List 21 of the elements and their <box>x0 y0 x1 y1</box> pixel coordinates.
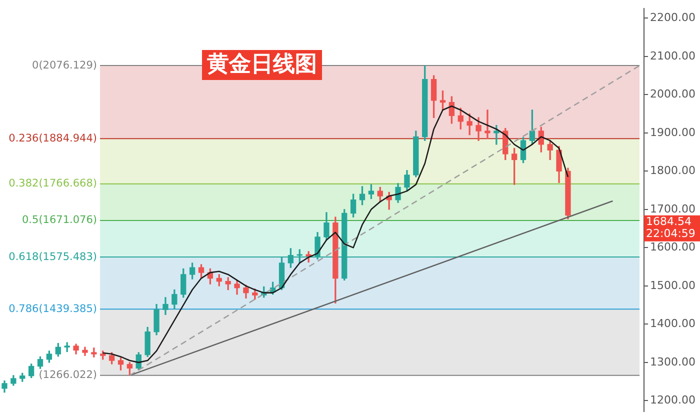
y-tick-label: 1500.00 <box>650 278 696 292</box>
text: 黄金日线图 <box>202 50 322 80</box>
y-tick-label: 1700.00 <box>650 202 696 216</box>
ref-line-label: 0.236(1884.944) <box>8 132 97 144</box>
ref-line-label: 0(2076.129) <box>32 59 97 72</box>
y-tick-label: 1800.00 <box>650 164 696 178</box>
text: 1684.54 <box>646 215 692 228</box>
ref-line-label: 0.382(1766.668) <box>8 178 97 190</box>
y-tick-label: 2000.00 <box>650 88 696 101</box>
y-tick-label: 2200.00 <box>650 11 696 24</box>
text: 22:04:59 <box>646 227 696 240</box>
ref-line-label: 0.786(1439.385) <box>8 302 97 315</box>
y-tick-label: 1600.00 <box>650 240 696 254</box>
ref-line-label: 0.618(1575.483) <box>8 250 97 263</box>
y-tick-label: 1900.00 <box>650 126 696 139</box>
y-tick-label: 1400.00 <box>650 317 696 330</box>
y-tick-label: 1300.00 <box>650 355 696 368</box>
ref-line-label: 0.5(1671.076) <box>22 214 97 226</box>
y-tick-label: 2100.00 <box>650 49 696 62</box>
y-tick-label: 1200.00 <box>650 394 696 407</box>
ref-line-label: (1266.022) <box>38 369 97 382</box>
